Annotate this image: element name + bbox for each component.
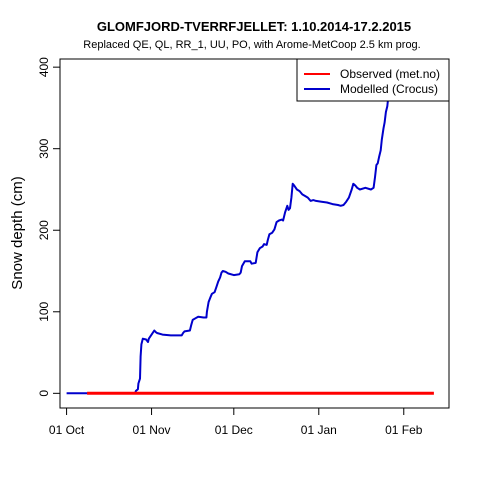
series-layer	[66, 85, 434, 395]
legend-box	[296, 58, 450, 102]
x-axis: 01 Oct 01 Nov 01 Dec 01 Jan 01 Feb	[49, 407, 423, 437]
y-tick-label: 300	[37, 138, 51, 158]
legend-label-observed: Observed (met.no)	[340, 67, 440, 81]
y-tick-label: 200	[37, 220, 51, 240]
x-tick-label: 01 Oct	[49, 423, 85, 437]
y-axis-label: Snow depth (cm)	[9, 176, 26, 289]
plot-frame	[59, 58, 450, 409]
x-tick-label: 01 Feb	[385, 423, 423, 437]
plot-area	[59, 58, 450, 409]
y-axis: 0 100 200 300 400	[37, 57, 61, 397]
x-tick-label: 01 Dec	[215, 423, 253, 437]
y-tick-label: 0	[37, 390, 51, 397]
legend-label-modelled: Modelled (Crocus)	[340, 82, 438, 96]
x-tick-label: 01 Jan	[301, 423, 337, 437]
series-line-modelled	[66, 85, 402, 395]
legend: Observed (met.no) Modelled (Crocus)	[296, 58, 450, 102]
chart-title: GLOMFJORD-TVERRFJELLET: 1.10.2014-17.2.2…	[97, 19, 411, 34]
chart-subtitle: Replaced QE, QL, RR_1, UU, PO, with Arom…	[83, 39, 420, 51]
y-tick-label: 100	[37, 301, 51, 321]
y-tick-label: 400	[37, 57, 51, 77]
x-tick-label: 01 Nov	[133, 423, 171, 437]
